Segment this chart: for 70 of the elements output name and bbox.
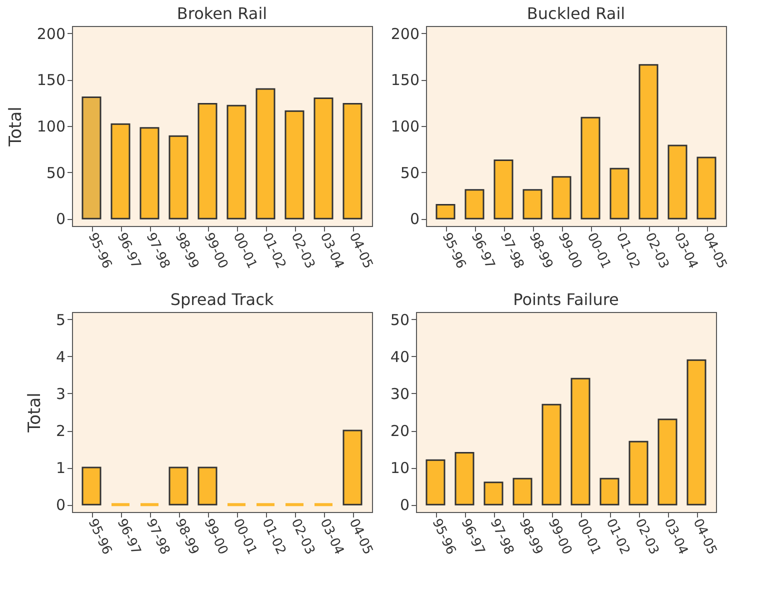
- y-tick-label: 150: [36, 71, 66, 90]
- chart-title: Points Failure: [513, 290, 619, 309]
- y-tick-label: 50: [400, 164, 420, 182]
- x-tick-label: 01-02: [602, 516, 632, 558]
- y-tick-label: 3: [56, 384, 66, 403]
- x-tick-label: 00-01: [574, 516, 604, 558]
- y-tick-label: 10: [390, 459, 410, 478]
- bar: [494, 160, 514, 220]
- y-tick-label: 1: [56, 459, 66, 478]
- x-tick-label: 01-02: [258, 230, 288, 272]
- y-tick-label: 0: [56, 210, 66, 228]
- bar: [284, 110, 304, 220]
- chart-title: Spread Track: [170, 290, 274, 309]
- bar: [226, 104, 246, 220]
- bar: [512, 478, 532, 506]
- bar: [82, 466, 102, 506]
- bar: [484, 482, 504, 506]
- bar: [668, 144, 688, 220]
- bar: [314, 97, 334, 220]
- bar: [542, 404, 562, 506]
- y-tick-label: 40: [390, 348, 410, 366]
- bar: [628, 440, 648, 506]
- bar: [464, 189, 484, 220]
- bar: [82, 96, 102, 220]
- bar: [570, 378, 590, 506]
- bar: [110, 123, 130, 220]
- y-tick-label: 0: [410, 210, 420, 228]
- bar: [426, 459, 446, 506]
- y-tick-label: 0: [400, 496, 410, 514]
- y-tick-label: 100: [390, 118, 420, 136]
- bar: [522, 189, 542, 220]
- y-tick-label: 200: [390, 24, 420, 43]
- bar: [168, 135, 188, 220]
- y-tick-label: 20: [390, 422, 410, 440]
- x-tick-label: 00-01: [584, 230, 614, 272]
- y-tick-label: 4: [56, 348, 66, 366]
- chart-title: Broken Rail: [176, 4, 268, 23]
- y-tick-label: 5: [56, 310, 66, 329]
- y-axis-title: Total: [24, 392, 45, 434]
- bar: [638, 64, 658, 220]
- y-tick-label: 30: [390, 384, 410, 403]
- y-tick-label: 0: [56, 496, 66, 514]
- y-tick-label: 100: [36, 118, 66, 136]
- bar: [454, 452, 474, 506]
- bar: [342, 430, 362, 506]
- bar: [436, 204, 456, 220]
- x-tick-label: 00-01: [230, 516, 260, 558]
- bar: [686, 359, 706, 506]
- x-tick-label: 01-02: [612, 230, 642, 272]
- x-tick-label: 00-01: [230, 230, 260, 272]
- bar: [342, 103, 362, 220]
- bar: [658, 418, 678, 506]
- x-tick-label: 01-02: [258, 516, 288, 558]
- y-axis-title: Total: [6, 106, 26, 148]
- bar: [256, 88, 276, 220]
- chart-title: Buckled Rail: [526, 4, 626, 23]
- y-tick-label: 50: [46, 164, 66, 182]
- y-tick-label: 2: [56, 422, 66, 440]
- bar: [140, 127, 160, 220]
- bar: [696, 156, 716, 220]
- bar: [552, 176, 572, 220]
- y-tick-label: 200: [36, 24, 66, 43]
- bar: [600, 478, 620, 506]
- bar: [580, 116, 600, 220]
- y-tick-label: 150: [390, 71, 420, 90]
- bar: [198, 466, 218, 506]
- bar: [610, 168, 630, 220]
- y-tick-label: 50: [390, 310, 410, 329]
- bar: [198, 103, 218, 220]
- bar: [168, 466, 188, 506]
